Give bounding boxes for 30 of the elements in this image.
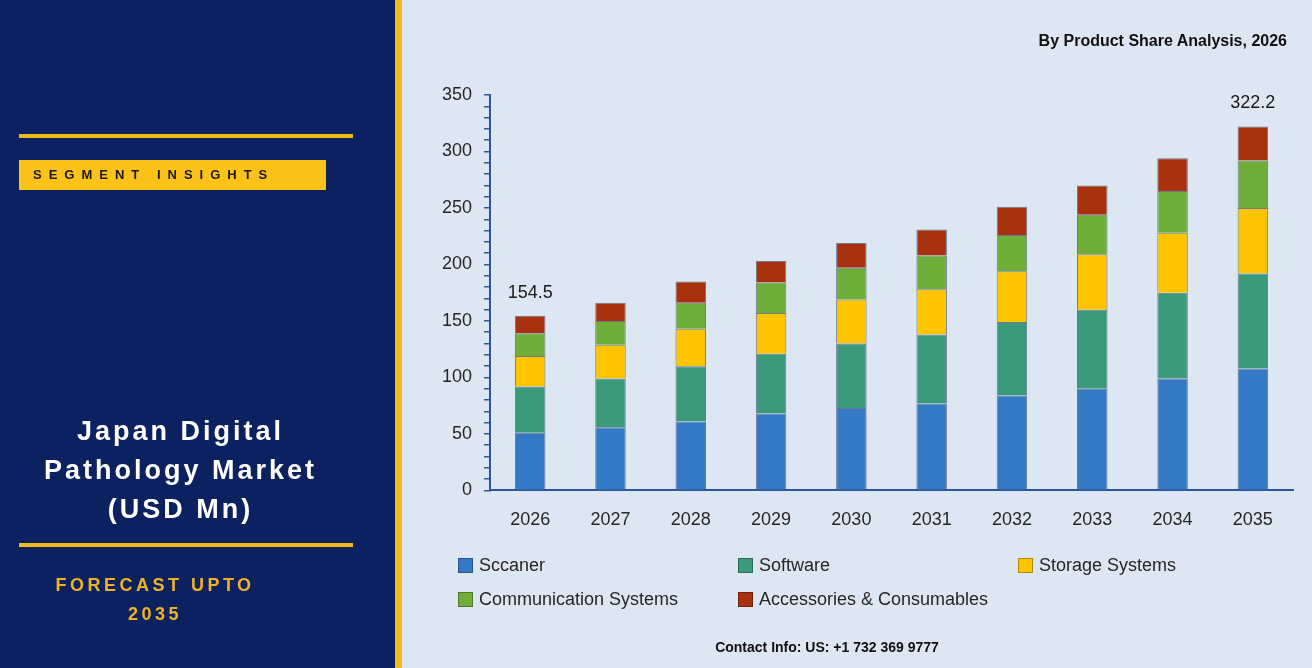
y-tick-label: 100 [441, 366, 473, 387]
y-tick-label: 150 [441, 309, 473, 330]
x-tick-label: 2026 [510, 509, 551, 530]
x-tick-label: 2027 [590, 509, 631, 530]
x-tick-label: 2033 [1072, 509, 1113, 530]
chart-subtitle: By Product Share Analysis, 2026 [1038, 32, 1287, 50]
text: SEGMENT INSIGHTS [19, 160, 326, 190]
text: Japan Digital Pathology Market (USD Mn) [42, 415, 318, 526]
x-tick-label: 2034 [1152, 509, 1193, 530]
legend-label: Software [759, 554, 831, 576]
total-label: 154.5 [507, 281, 553, 302]
text: FORECAST UPTO 2035 [54, 574, 256, 626]
x-tick-label: 2029 [751, 509, 792, 530]
x-tick-label: 2030 [831, 509, 872, 530]
legend-label: Communication Systems [479, 588, 679, 610]
legend-label: Sccaner [479, 554, 546, 576]
y-tick-label: 300 [441, 140, 473, 161]
x-tick-label: 2028 [670, 509, 711, 530]
legend-label: Storage Systems [1039, 554, 1177, 576]
text: Contact Info: US: +1 732 369 9777 [714, 639, 940, 655]
x-tick-label: 2035 [1232, 509, 1273, 530]
legend-label: Accessories & Consumables [759, 588, 989, 610]
y-tick-label: 50 [452, 422, 473, 443]
total-label: 322.2 [1230, 92, 1276, 113]
y-tick-label: 350 [441, 83, 473, 104]
y-tick-label: 250 [441, 196, 473, 217]
x-tick-label: 2031 [911, 509, 952, 530]
y-tick-label: 200 [441, 253, 473, 274]
y-tick-label: 0 [462, 479, 473, 500]
x-tick-label: 2032 [991, 509, 1032, 530]
